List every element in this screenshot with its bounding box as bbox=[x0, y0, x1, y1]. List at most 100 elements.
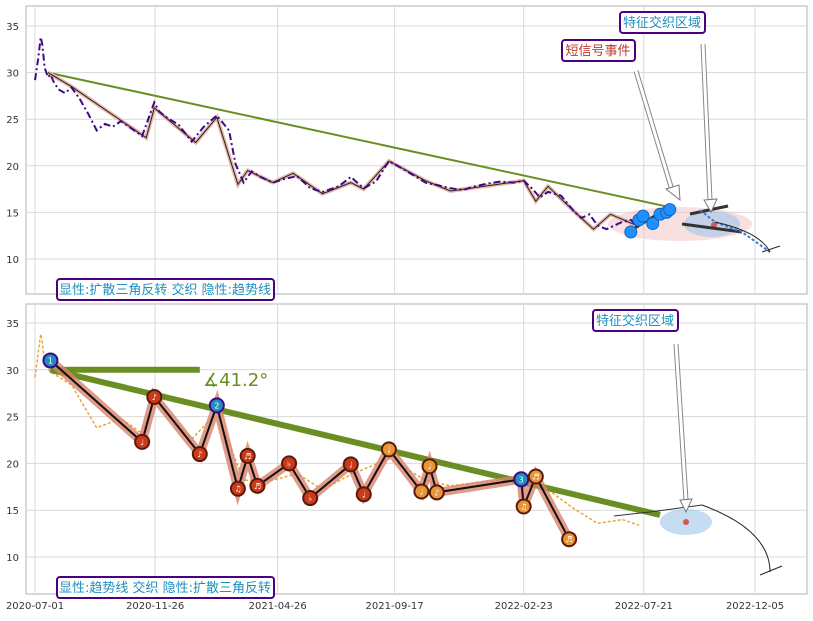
bottom-caption-text: 显性:趋势线 交织 隐性:扩散三角反转 bbox=[59, 580, 271, 596]
zigzag-marker-label: ♬ bbox=[532, 473, 539, 482]
bottom-panel: 10 15 20 25 30 35 2020-07-01 2020-11-26 2021-04… bbox=[6, 303, 808, 612]
arrow-shaft-inner bbox=[674, 343, 688, 501]
x-tick-label: 2022-07-21 bbox=[615, 601, 673, 612]
bottom-legend-caption: 显性:趋势线 交织 隐性:扩散三角反转 bbox=[56, 576, 275, 599]
angle-label: ∡41.2° bbox=[203, 370, 268, 391]
zigzag-marker-label: ♫ bbox=[520, 502, 527, 511]
top-marks bbox=[34, 36, 781, 253]
bottom-marks: 1 ♩ ♪ ♪ 2 ♫ ♬ ♬ ♭ ♭ ♩ ♩ ♩ ♩ ♩ ♪ 3 ♫ ♬ ♬ bbox=[34, 334, 783, 576]
feature-dot bbox=[624, 225, 638, 239]
top-legend-caption: 显性:扩散三角反转 交织 隐性:趋势线 bbox=[56, 278, 275, 301]
arrow-head bbox=[679, 498, 693, 514]
zigzag-marker bbox=[380, 441, 397, 458]
zigzag-marker bbox=[229, 480, 246, 497]
x-tick-label: 2020-11-26 bbox=[126, 601, 184, 612]
feature-dot bbox=[646, 217, 660, 231]
top-price-dashdot bbox=[34, 36, 640, 231]
x-tick-label: 2021-09-17 bbox=[366, 601, 424, 612]
arrow-shaft-inner bbox=[701, 43, 712, 201]
annotation-short-signal-text: 短信号事件 bbox=[565, 44, 630, 59]
y-tick-label: 35 bbox=[6, 319, 19, 330]
zigzag-marker bbox=[515, 498, 532, 515]
forecast-dashed bbox=[699, 209, 771, 253]
zigzag-marker bbox=[249, 477, 266, 494]
y-tick-label: 20 bbox=[6, 162, 19, 173]
zigzag-marker bbox=[146, 388, 163, 405]
zigzag-marker bbox=[342, 456, 359, 473]
y-tick-label: 30 bbox=[6, 366, 19, 377]
annotation-feature-zone-bottom: 特征交织区域 bbox=[592, 309, 679, 332]
y-tick-label: 35 bbox=[6, 22, 19, 33]
zigzag-marker bbox=[561, 531, 578, 548]
forecast-cap bbox=[761, 245, 781, 253]
y-tick-label: 25 bbox=[6, 115, 19, 126]
annotation-short-signal: 短信号事件 bbox=[561, 39, 636, 62]
feature-bar bbox=[689, 204, 729, 216]
zigzag-marker-label: ♩ bbox=[140, 438, 144, 447]
y-tick-label: 15 bbox=[6, 506, 19, 517]
zigzag-marker-label: ♪ bbox=[152, 393, 157, 402]
feature-dot bbox=[663, 203, 677, 217]
zigzag-marker bbox=[191, 446, 208, 463]
x-tick-label: 2020-07-01 bbox=[6, 601, 64, 612]
x-tick-label: 2021-04-26 bbox=[249, 601, 307, 612]
y-tick-label: 15 bbox=[6, 208, 19, 219]
zigzag-marker-label: ♭ bbox=[308, 494, 312, 503]
annotation-feature-zone-top-text: 特征交织区域 bbox=[623, 15, 701, 31]
arrow-head bbox=[703, 198, 718, 214]
zigzag-marker-label: 3 bbox=[519, 475, 524, 484]
zigzag-marker-label: ♩ bbox=[362, 490, 366, 499]
top-y-ticks: 10 15 20 25 30 35 bbox=[6, 22, 19, 266]
y-tick-label: 10 bbox=[6, 255, 19, 266]
zigzag-marker bbox=[413, 483, 430, 500]
top-panel: 10 15 20 25 30 35 短信号事件 特征交织区域 显性:扩散三角反转 交织 隐… bbox=[6, 5, 808, 301]
arrow-head bbox=[664, 184, 681, 202]
forecast-arc bbox=[701, 504, 771, 573]
x-tick-label: 2022-02-23 bbox=[495, 601, 553, 612]
top-caption-text: 显性:扩散三角反转 交织 隐性:趋势线 bbox=[59, 282, 271, 298]
annotation-feature-zone-top: 特征交织区域 bbox=[619, 11, 706, 34]
feature-center-dot bbox=[683, 519, 689, 525]
bottom-y-ticks: 10 15 20 25 30 35 bbox=[6, 319, 19, 564]
zigzag-marker bbox=[421, 458, 438, 475]
zigzag-line bbox=[49, 359, 570, 540]
feature-dot bbox=[636, 209, 650, 223]
zigzag-marker-label: 1 bbox=[48, 356, 53, 365]
zigzag-marker bbox=[428, 484, 445, 501]
feature-center-dot bbox=[711, 222, 717, 228]
annotation-feature-zone-bottom-text: 特征交织区域 bbox=[596, 313, 674, 329]
zigzag-marker-label: ♩ bbox=[428, 462, 432, 471]
y-tick-label: 10 bbox=[6, 553, 19, 564]
top-grid bbox=[26, 6, 807, 294]
zigzag-marker bbox=[42, 352, 59, 369]
feature-bar bbox=[681, 222, 743, 234]
forecast-arc bbox=[714, 221, 771, 253]
zigzag-marker-label: ♩ bbox=[387, 445, 391, 454]
y-tick-label: 30 bbox=[6, 69, 19, 80]
x-tick-label: 2022-12-05 bbox=[726, 601, 784, 612]
y-tick-label: 25 bbox=[6, 413, 19, 424]
top-plot-area bbox=[25, 5, 808, 295]
zigzag-marker bbox=[134, 433, 151, 450]
zigzag-marker bbox=[208, 397, 225, 414]
zigzag-marker bbox=[281, 455, 298, 472]
zigzag-marker-label: ♩ bbox=[349, 460, 353, 469]
zigzag-marker-label: ♪ bbox=[434, 488, 439, 497]
top-trendline bbox=[47, 71, 673, 209]
zigzag-marker bbox=[527, 468, 544, 485]
zigzag-marker-label: ♬ bbox=[244, 452, 251, 461]
arrow-shaft-inner bbox=[634, 70, 674, 191]
y-tick-label: 20 bbox=[6, 459, 19, 470]
zigzag-marker-label: ♬ bbox=[254, 482, 261, 491]
zigzag-marker bbox=[355, 486, 372, 503]
zigzag-marker-label: ♫ bbox=[234, 485, 241, 494]
bottom-x-ticks: 2020-07-01 2020-11-26 2021-04-26 2021-09-17… bbox=[6, 601, 784, 612]
zigzag-marker bbox=[513, 471, 530, 488]
forecast-cap bbox=[759, 565, 783, 576]
top-smooth-line bbox=[47, 72, 640, 230]
zigzag-marker bbox=[239, 447, 256, 464]
zigzag-marker-label: 2 bbox=[214, 401, 219, 410]
zigzag-marker-label: ♪ bbox=[197, 450, 202, 459]
